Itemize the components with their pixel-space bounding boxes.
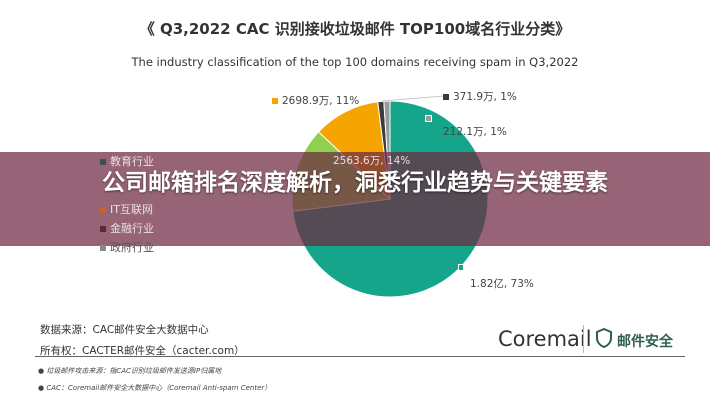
marker <box>458 264 464 271</box>
marker <box>425 115 432 122</box>
legend-label: IT互联网 <box>110 203 153 216</box>
legend-marker <box>100 159 106 165</box>
data-source: 数据来源：CAC邮件安全大数据中心 <box>40 324 209 336</box>
legend-label: 金融行业 <box>110 222 154 235</box>
data-label: 2698.9万, 11% <box>282 95 360 107</box>
marker <box>272 98 278 104</box>
label-orange: 2698.9万, 11% <box>272 93 359 108</box>
ownership: 所有权：CACTER邮件安全（cacter.com） <box>40 345 245 357</box>
footnote: ● 垃圾邮件攻击来源：指CAC识别垃圾邮件发送源IP归属地 <box>38 367 222 375</box>
legend-item: 教育行业 <box>100 153 154 169</box>
brand-security: 邮件安全 <box>617 334 673 350</box>
label-dark: 371.9万, 1% <box>443 89 517 104</box>
divider <box>35 356 685 357</box>
data-label: 371.9万, 1% <box>453 91 517 103</box>
divider <box>583 325 584 353</box>
shield-icon <box>596 328 612 348</box>
data-label: 212.1万, 1% <box>443 126 507 138</box>
legend-label: 教育行业 <box>110 155 154 168</box>
leader-line <box>381 95 445 102</box>
legend-label: 政府行业 <box>110 241 154 254</box>
legend-marker <box>100 226 106 232</box>
footnote-text: 垃圾邮件攻击来源：指CAC识别垃圾邮件发送源IP归属地 <box>46 367 222 375</box>
data-label: 2563.6万, 14% <box>333 155 411 167</box>
marker <box>443 94 449 100</box>
legend-marker <box>100 207 106 213</box>
headline: 公司邮箱排名深度解析，洞悉行业趋势与关键要素 <box>102 170 608 196</box>
coremail-logo: Coremail <box>498 327 592 351</box>
footnote: ● CAC：Coremail邮件安全大数据中心（Coremail Anti-sp… <box>38 384 272 392</box>
footnote-text: CAC：Coremail邮件安全大数据中心（Coremail Anti-spam… <box>46 384 272 392</box>
legend-marker <box>100 245 106 251</box>
legend-item: 政府行业 <box>100 239 154 255</box>
legend-item: IT互联网 <box>100 201 153 217</box>
legend-item: 金融行业 <box>100 220 154 236</box>
chart-title: 《 Q3,2022 CAC 识别接收垃圾邮件 TOP100域名行业分类》 <box>139 20 571 38</box>
chart-subtitle: The industry classification of the top 1… <box>131 55 579 69</box>
headline-banner <box>0 152 710 246</box>
data-label: 1.82亿, 73% <box>470 278 534 290</box>
